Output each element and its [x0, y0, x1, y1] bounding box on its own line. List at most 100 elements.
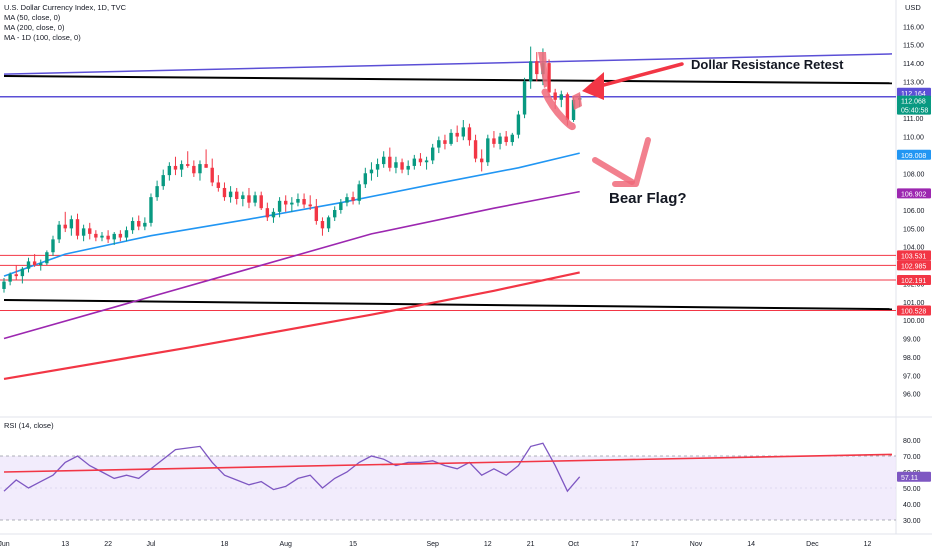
- candle-body: [210, 167, 214, 183]
- candle-body: [345, 197, 349, 203]
- candle-body: [124, 230, 129, 238]
- candle-body: [412, 158, 417, 166]
- candle-body: [186, 164, 190, 166]
- candle-body: [528, 61, 533, 82]
- legend-ma50[interactable]: MA (50, close, 0): [4, 13, 61, 22]
- candle-body: [473, 140, 478, 159]
- price-tick-label: 114.00: [903, 61, 924, 68]
- rsi-tick-label: 30.00: [903, 518, 921, 525]
- time-tick-label: 17: [631, 541, 639, 548]
- time-tick-label: 14: [747, 541, 755, 548]
- candle-body: [143, 222, 147, 227]
- candle-body: [547, 63, 551, 93]
- candle-body: [461, 127, 466, 137]
- rsi-current-bg: [897, 471, 931, 482]
- time-tick-label: Sep: [426, 541, 439, 548]
- candle-body: [498, 136, 502, 144]
- price-tick-label: 106.00: [903, 208, 925, 215]
- candle-body: [130, 221, 135, 231]
- candle-body: [216, 182, 221, 188]
- resistance-arrow-shaft: [598, 62, 684, 88]
- candle-body: [137, 221, 141, 227]
- candle-body: [81, 228, 86, 236]
- candle-body: [2, 281, 6, 289]
- price-label-text: 109.008: [901, 153, 926, 160]
- time-tick-label: 18: [221, 541, 229, 548]
- time-tick-label: 12: [484, 541, 492, 548]
- trendline-resistance: [3, 74, 893, 85]
- price-tick-label: 101.00: [903, 300, 925, 307]
- candle-body: [179, 164, 184, 170]
- price-tick-label: 102.00: [903, 281, 925, 288]
- legend-ma200[interactable]: MA (200, close, 0): [4, 23, 65, 32]
- candle-body: [492, 138, 496, 144]
- price-tick-label: 116.00: [903, 24, 924, 31]
- bear-flag-arrow-head: [612, 137, 651, 187]
- moving-averages: [3, 152, 580, 380]
- price-label-bg: [897, 188, 931, 199]
- candle-body: [20, 268, 25, 277]
- candle-body: [253, 195, 257, 203]
- candle-body: [369, 169, 374, 174]
- price-label-text: 05:40:58: [901, 108, 928, 115]
- price-label-text: 103.531: [901, 253, 926, 260]
- price-label-text: 112.164: [901, 91, 926, 98]
- candle-body: [333, 210, 337, 218]
- candle-body: [265, 208, 270, 218]
- candle-body: [302, 198, 306, 205]
- candle-body: [486, 138, 490, 163]
- flag-curve: [541, 88, 576, 131]
- candle-body: [94, 233, 98, 238]
- candle-body: [455, 132, 459, 137]
- candle-body: [155, 186, 159, 198]
- candle-body: [14, 274, 18, 277]
- price-label-bg: [897, 274, 931, 285]
- candle-body: [167, 165, 172, 176]
- candle-body: [51, 239, 55, 253]
- candle-body: [320, 221, 325, 229]
- candle-body: [504, 136, 508, 143]
- price-label-bg: [897, 305, 931, 316]
- price-label-text: 112.068: [901, 99, 926, 106]
- price-label-bg: [897, 95, 931, 106]
- currency-label: USD: [905, 3, 921, 12]
- candle-body: [314, 206, 319, 222]
- time-tick-label: 22: [104, 541, 112, 548]
- candle-body: [149, 197, 153, 223]
- candle-body: [510, 134, 515, 143]
- rsi-legend[interactable]: RSI (14, close): [4, 421, 54, 430]
- price-tick-label: 98.00: [903, 355, 921, 362]
- candle-body: [57, 224, 61, 240]
- time-tick-label: 13: [61, 541, 69, 548]
- annotation-resistance: Dollar Resistance Retest: [691, 57, 844, 72]
- price-tick-label: 99.00: [903, 337, 921, 344]
- candle-body: [449, 132, 453, 144]
- time-tick-label: Nov: [690, 541, 703, 548]
- candle-body: [467, 127, 472, 141]
- candle-body: [406, 165, 410, 170]
- candle-body: [296, 198, 300, 203]
- price-tick-label: 105.00: [903, 226, 925, 233]
- ma200-line: [3, 271, 580, 380]
- rsi-line: [3, 442, 581, 493]
- candle-body: [32, 261, 37, 266]
- price-tick-label: 97.00: [903, 373, 921, 380]
- candle-body: [69, 219, 74, 229]
- time-tick-label: 15: [349, 541, 357, 548]
- time-tick-label: Dec: [806, 541, 819, 548]
- resistance-arrow-head: [582, 72, 604, 100]
- candle-body: [173, 165, 178, 170]
- price-axis: 116.00115.00114.00113.00112.00111.00110.…: [903, 24, 925, 525]
- candle-body: [39, 263, 43, 266]
- price-tick-label: 108.00: [903, 171, 925, 178]
- price-label-text: 102.985: [901, 263, 926, 270]
- price-tick-label: 100.00: [903, 318, 925, 325]
- time-tick-label: 12: [864, 541, 872, 548]
- legend-ma100[interactable]: MA - 1D (100, close, 0): [4, 33, 81, 42]
- candle-body: [271, 211, 276, 218]
- trendline-channel-top: [3, 53, 893, 75]
- candle-body: [8, 274, 12, 282]
- price-label-bg: [897, 104, 931, 115]
